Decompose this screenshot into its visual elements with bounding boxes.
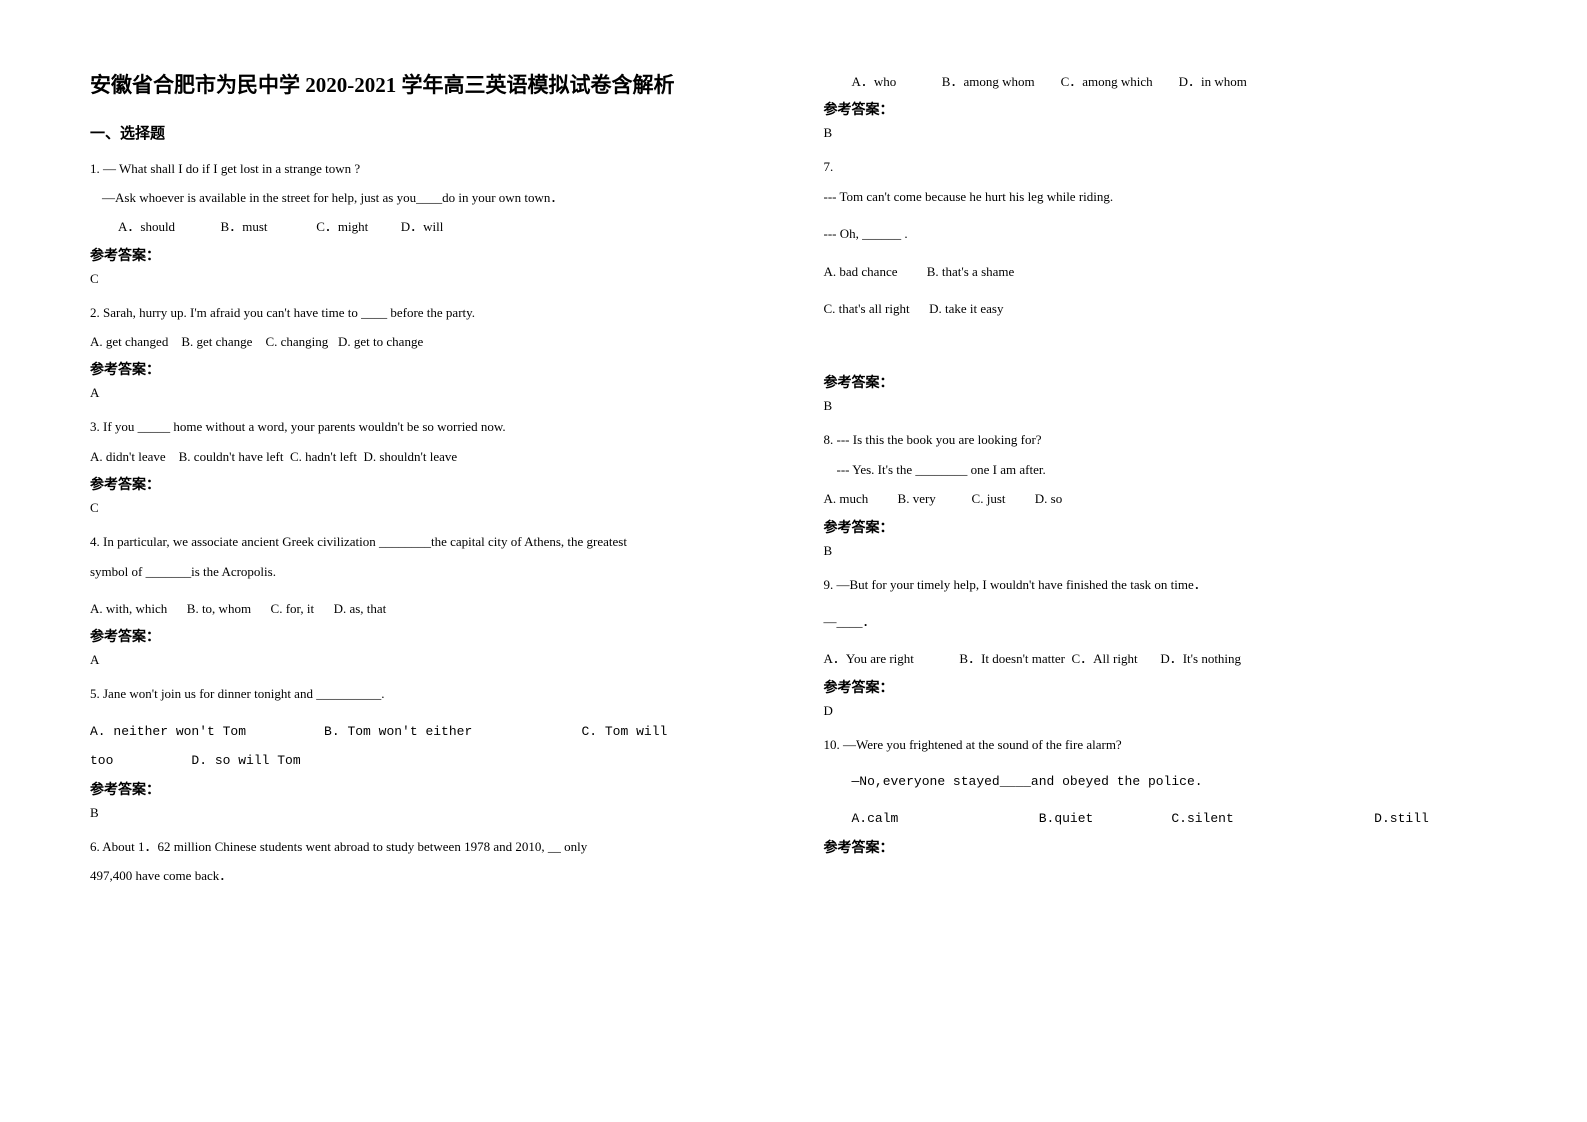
q6-line2: 497,400 have come back． [90, 864, 764, 887]
q5-line1: 5. Jane won't join us for dinner tonight… [90, 682, 764, 705]
q7-line2: --- Oh, ______ . [824, 222, 1498, 245]
q5-answer: B [90, 805, 764, 821]
q8-options: A. much B. very C. just D. so [824, 487, 1498, 510]
question-5: 5. Jane won't join us for dinner tonight… [90, 682, 764, 820]
q1-answer: C [90, 271, 764, 287]
q1-line2: —Ask whoever is available in the street … [90, 186, 764, 209]
q7-num: 7. [824, 155, 1498, 178]
q2-answer: A [90, 385, 764, 401]
q5-options-l1: A. neither won't Tom B. Tom won't either… [90, 720, 764, 743]
q2-line1: 2. Sarah, hurry up. I'm afraid you can't… [90, 301, 764, 324]
q5-options-l2: too D. so will Tom [90, 749, 764, 772]
q10-line1: 10. —Were you frightened at the sound of… [824, 733, 1498, 756]
q5-answer-label: 参考答案： [90, 779, 764, 799]
question-4: 4. In particular, we associate ancient G… [90, 530, 764, 668]
question-7: 7. --- Tom can't come because he hurt hi… [824, 155, 1498, 414]
q8-line2: --- Yes. It's the ________ one I am afte… [824, 458, 1498, 481]
q10-options: A.calm B.quiet C.silent D.still [824, 807, 1498, 830]
q7-options-l2: C. that's all right D. take it easy [824, 297, 1498, 320]
q4-line2: symbol of _______is the Acropolis. [90, 560, 764, 583]
q1-answer-label: 参考答案： [90, 245, 764, 265]
q3-answer: C [90, 500, 764, 516]
q1-options: A．should B．must C．might D．will [90, 215, 764, 238]
q3-options: A. didn't leave B. couldn't have left C.… [90, 445, 764, 468]
question-8: 8. --- Is this the book you are looking … [824, 428, 1498, 558]
q4-options: A. with, which B. to, whom C. for, it D.… [90, 597, 764, 620]
q6-answer: B [824, 125, 1498, 141]
q3-answer-label: 参考答案： [90, 474, 764, 494]
question-3: 3. If you _____ home without a word, you… [90, 415, 764, 516]
section-heading: 一、选择题 [90, 122, 764, 143]
q7-answer-label: 参考答案： [824, 372, 1498, 392]
q9-answer: D [824, 703, 1498, 719]
right-column: A．who B．among whom C．among which D．in wh… [824, 70, 1498, 1052]
q7-options-l1: A. bad chance B. that's a shame [824, 260, 1498, 283]
question-1: 1. — What shall I do if I get lost in a … [90, 157, 764, 287]
question-6: 6. About 1．62 million Chinese students w… [90, 835, 764, 888]
q3-line1: 3. If you _____ home without a word, you… [90, 415, 764, 438]
q8-answer-label: 参考答案： [824, 517, 1498, 537]
q8-line1: 8. --- Is this the book you are looking … [824, 428, 1498, 451]
q4-answer: A [90, 652, 764, 668]
q6-answer-label: 参考答案： [824, 99, 1498, 119]
q10-answer-label: 参考答案： [824, 837, 1498, 857]
q6-line1: 6. About 1．62 million Chinese students w… [90, 835, 764, 858]
q7-line1: --- Tom can't come because he hurt his l… [824, 185, 1498, 208]
q6-options: A．who B．among whom C．among which D．in wh… [824, 70, 1498, 93]
q10-line2: —No,everyone stayed____and obeyed the po… [824, 770, 1498, 793]
q7-answer: B [824, 398, 1498, 414]
left-column: 安徽省合肥市为民中学 2020-2021 学年高三英语模拟试卷含解析 一、选择题… [90, 70, 764, 1052]
q4-answer-label: 参考答案： [90, 626, 764, 646]
q8-answer: B [824, 543, 1498, 559]
q9-answer-label: 参考答案： [824, 677, 1498, 697]
q2-options: A. get changed B. get change C. changing… [90, 330, 764, 353]
question-2: 2. Sarah, hurry up. I'm afraid you can't… [90, 301, 764, 402]
q9-options: A．You are right B．It doesn't matter C．Al… [824, 647, 1498, 670]
document-title: 安徽省合肥市为民中学 2020-2021 学年高三英语模拟试卷含解析 [90, 70, 764, 102]
question-6-cont: A．who B．among whom C．among which D．in wh… [824, 70, 1498, 141]
q9-line1: 9. —But for your timely help, I wouldn't… [824, 573, 1498, 596]
question-9: 9. —But for your timely help, I wouldn't… [824, 573, 1498, 719]
q4-line1: 4. In particular, we associate ancient G… [90, 530, 764, 553]
q2-answer-label: 参考答案： [90, 359, 764, 379]
question-10: 10. —Were you frightened at the sound of… [824, 733, 1498, 857]
q1-line1: 1. — What shall I do if I get lost in a … [90, 157, 764, 180]
q9-line2: —____． [824, 610, 1498, 633]
